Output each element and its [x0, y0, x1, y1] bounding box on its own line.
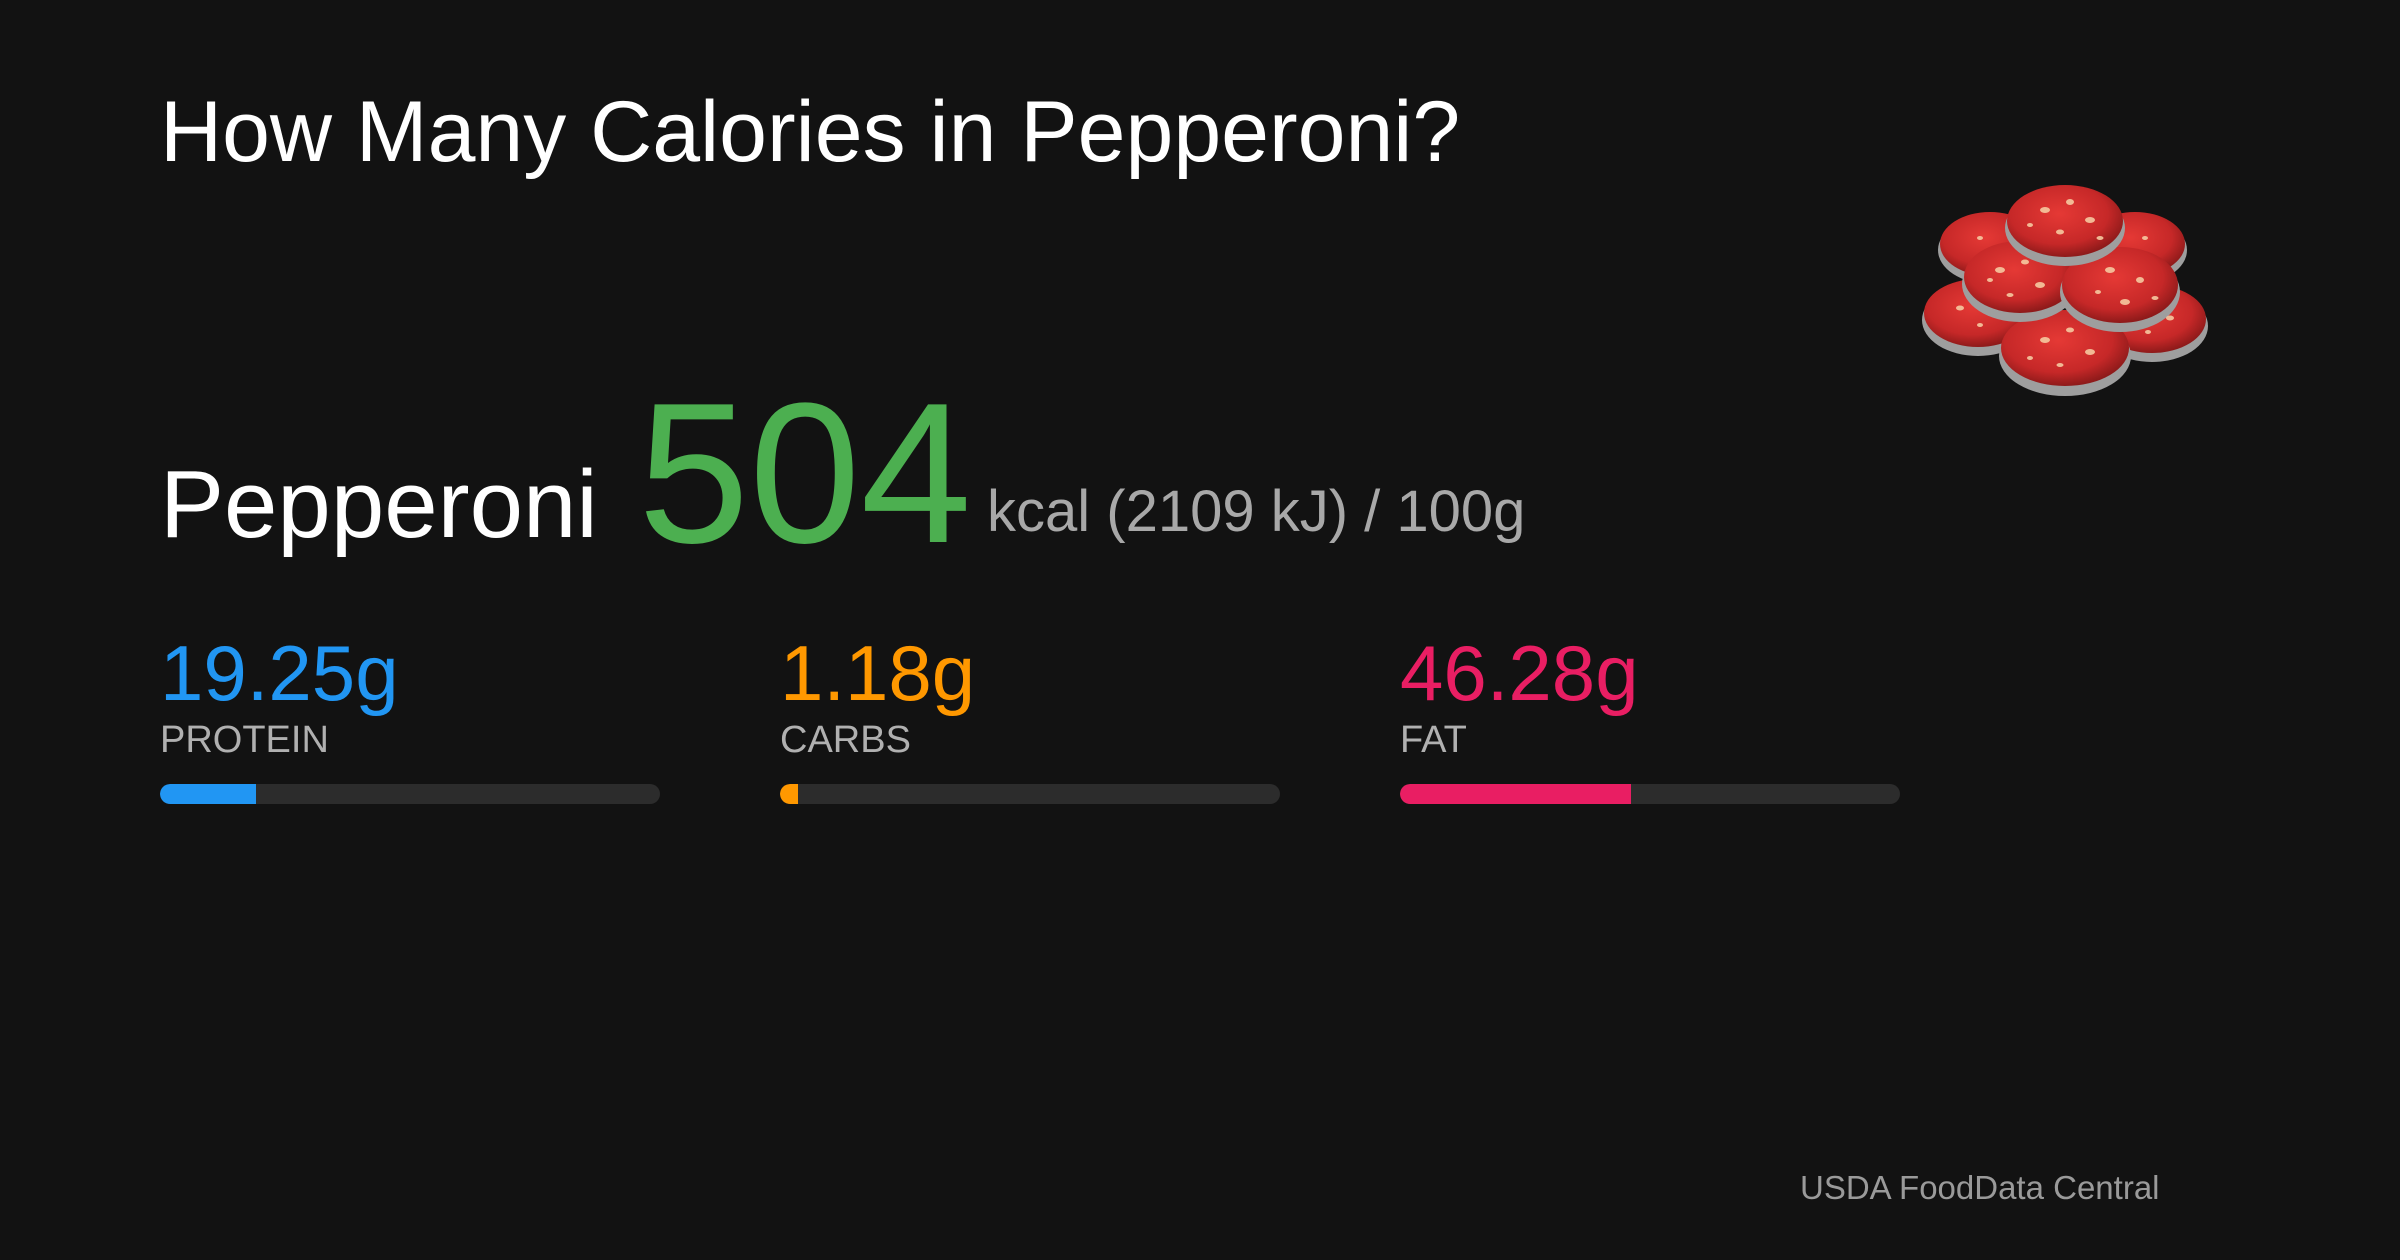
food-name: Pepperoni — [160, 451, 598, 558]
macro-value: 19.25g — [160, 629, 399, 717]
macro-progress-track — [1400, 784, 1900, 804]
data-source: USDA FoodData Central — [1800, 1169, 2160, 1206]
macro-progress-fill — [1400, 784, 1632, 804]
pepperoni-slices-icon — [1922, 185, 2208, 396]
macro-progress-fill — [160, 784, 257, 804]
macro-progress-track — [160, 784, 660, 804]
macro-progress-track — [780, 784, 1280, 804]
calorie-headline: Pepperoni 504 kcal (2109 kJ) / 100g — [160, 374, 1760, 574]
page-title: How Many Calories in Pepperoni? — [160, 84, 1461, 180]
calorie-unit: kcal (2109 kJ) / 100g — [987, 479, 1526, 544]
macro-carbs: 1.18g CARBS — [780, 628, 1280, 804]
macro-label: FAT — [1400, 719, 1467, 761]
macro-progress-fill — [780, 784, 798, 804]
macro-label: CARBS — [780, 719, 911, 761]
calorie-value: 504 — [638, 362, 972, 585]
macro-label: PROTEIN — [160, 719, 329, 761]
macro-value: 46.28g — [1400, 629, 1639, 717]
macro-protein: 19.25g PROTEIN — [160, 628, 660, 804]
macro-value: 1.18g — [780, 629, 976, 717]
macro-fat: 46.28g FAT — [1400, 628, 1900, 804]
